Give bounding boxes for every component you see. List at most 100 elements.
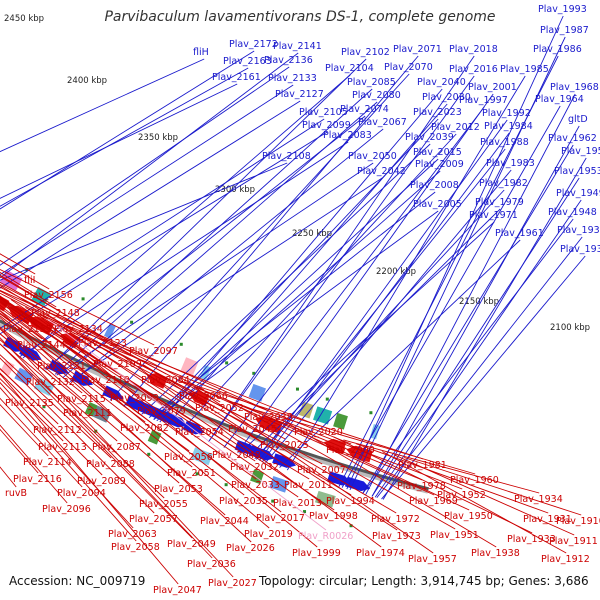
- reverse-gene-label-leader: [0, 299, 136, 393]
- reverse-gene-label-leader: [0, 377, 64, 442]
- reverse-gene-label: Plav_1974: [356, 548, 405, 559]
- reverse-gene-label-leader: [0, 312, 63, 361]
- forward-gene-label: Plav_2008: [410, 180, 459, 191]
- forward-gene-label-leader: [374, 199, 582, 498]
- reverse-gene-label: Plav_1951: [430, 530, 479, 541]
- reverse-gene-label: Plav_2063: [108, 529, 157, 540]
- scale-tick-label: 2300 kbp: [215, 185, 255, 195]
- cog-block: [33, 377, 55, 396]
- forward-gene-label: Plav_2104: [325, 63, 374, 74]
- forward-gene-label: Plav_2080: [352, 90, 401, 101]
- reverse-gene-label-leader: [0, 283, 205, 391]
- reverse-gene-label-leader: [281, 419, 497, 548]
- forward-gene-label: Plav_2040: [417, 77, 466, 88]
- reverse-gene-label: Plav_2087: [92, 442, 141, 453]
- forward-gene-label-leader: [156, 170, 441, 422]
- reverse-gene-label: Plav_1999: [292, 548, 341, 559]
- forward-gene-label: Plav_1992: [482, 108, 531, 119]
- reverse-gene-label-leader: [0, 295, 282, 513]
- reverse-gene-label-leader: [38, 313, 320, 427]
- forward-gene-label: Plav_1987: [540, 25, 589, 36]
- reverse-gene-label: Plav_1931: [523, 514, 572, 525]
- forward-gene-label: Plav_1964: [535, 94, 584, 105]
- reverse-gene-label-leader: [0, 381, 134, 529]
- reverse-gene-label: Plav_2052: [195, 403, 244, 414]
- forward-gene-label: Plav_2133: [268, 73, 317, 84]
- forward-gene-label-leader: [208, 75, 475, 442]
- reverse-gene-label-leader: [0, 275, 104, 338]
- forward-gene-label: Plav_2070: [384, 62, 433, 73]
- forward-gene-label: Plav_2042: [357, 166, 406, 177]
- reverse-gene-label: Plav_2111: [63, 408, 112, 419]
- reverse-gene-label-leader: [0, 292, 286, 440]
- reverse-gene-label: Plav_1981: [398, 460, 447, 471]
- reverse-gene-label: Plav_2079: [137, 406, 186, 417]
- reverse-gene-label: Plav_2057: [129, 514, 178, 525]
- forward-gene-label: Plav_1979: [475, 197, 524, 208]
- marker-dot: [325, 397, 329, 401]
- reverse-gene-label: Plav_1973: [372, 531, 421, 542]
- reverse-gene-label-leader: [0, 316, 226, 516]
- cog-block: [333, 412, 348, 430]
- forward-gene: [71, 370, 93, 386]
- forward-gene-label: Plav_1961: [495, 228, 544, 239]
- reverse-gene-label-leader: [0, 337, 213, 559]
- forward-gene-label: Plav_2012: [431, 122, 480, 133]
- forward-gene-label-leader: [365, 93, 576, 495]
- reverse-gene-label: Plav_2097: [129, 346, 178, 357]
- marker-dot: [42, 405, 46, 409]
- reverse-gene-label-leader: [81, 335, 352, 496]
- forward-gene-label: Plav_1954: [561, 146, 600, 157]
- forward-gene-label: Plav_2099: [302, 120, 351, 131]
- forward-gene-label: Plav_1997: [459, 95, 508, 106]
- forward-gene-label-leader: [208, 55, 475, 442]
- forward-gene-label: fliH: [193, 47, 209, 58]
- forward-gene-label: Plav_2030: [422, 92, 471, 103]
- forward-gene-label: Plav_2023: [413, 107, 462, 118]
- reverse-gene-label-leader: [333, 436, 533, 534]
- forward-gene-label-leader: [159, 88, 443, 423]
- reverse-gene-label-leader: [0, 310, 190, 452]
- forward-gene-label-leader: [346, 15, 564, 490]
- reverse-gene-label-leader: [0, 310, 252, 543]
- backbone-ring: [0, 319, 430, 491]
- forward-gene-label: Plav_1962: [548, 133, 597, 144]
- forward-gene-label-leader: [376, 236, 583, 498]
- reverse-gene-label-leader: [0, 354, 112, 459]
- reverse-gene-label: Plav_2033: [231, 480, 280, 491]
- reverse-gene-label: Plav_2148: [31, 308, 80, 319]
- reverse-gene-label-leader: [343, 439, 540, 494]
- forward-gene-label: Plav_2018: [449, 44, 498, 55]
- forward-gene-label-leader: [153, 210, 439, 420]
- reverse-gene-label: ruvB: [5, 488, 27, 499]
- reverse-gene-label-leader: [382, 451, 567, 554]
- forward-gene-label: Plav_1953: [554, 166, 600, 177]
- reverse-gene-label: Plav_1957: [408, 554, 457, 565]
- reverse-gene-label: Plav_2115: [57, 394, 106, 405]
- forward-gene-label-leader: [382, 157, 587, 500]
- reverse-gene-label: Plav_2093: [110, 393, 159, 404]
- reverse-gene-label-leader: [224, 398, 456, 530]
- reverse-gene-label-leader: [0, 373, 179, 585]
- forward-gene-label: Plav_2141: [273, 41, 322, 52]
- marker-dot: [130, 320, 134, 324]
- reverse-gene-label: Plav_2053: [154, 484, 203, 495]
- reverse-gene-label-leader: [35, 312, 318, 548]
- reverse-gene-label: Plav_2123: [78, 338, 127, 349]
- forward-gene-label: Plav_1983: [486, 158, 535, 169]
- forward-gene-label-leader: [248, 208, 501, 457]
- cog-block: [248, 383, 267, 402]
- forward-gene-label-leader: [71, 128, 384, 383]
- forward-gene: [272, 453, 296, 468]
- reverse-gene-label: Plav_2082: [120, 423, 169, 434]
- reverse-gene-label-leader: [143, 364, 398, 531]
- reverse-gene-label: Plav_2045: [228, 424, 277, 435]
- reverse-gene-label: Plav_2049: [167, 539, 216, 550]
- forward-gene-label: Plav_1986: [533, 44, 582, 55]
- forward-gene-label: Plav_2105: [299, 107, 348, 118]
- reverse-gene-label: Plav_2044: [200, 516, 249, 527]
- reverse-gene-label: Plav_1911: [549, 536, 598, 547]
- reverse-gene-label-leader: [0, 357, 155, 514]
- reverse-gene-label-leader: [193, 385, 434, 554]
- reverse-gene-label: Plav_1938: [471, 548, 520, 559]
